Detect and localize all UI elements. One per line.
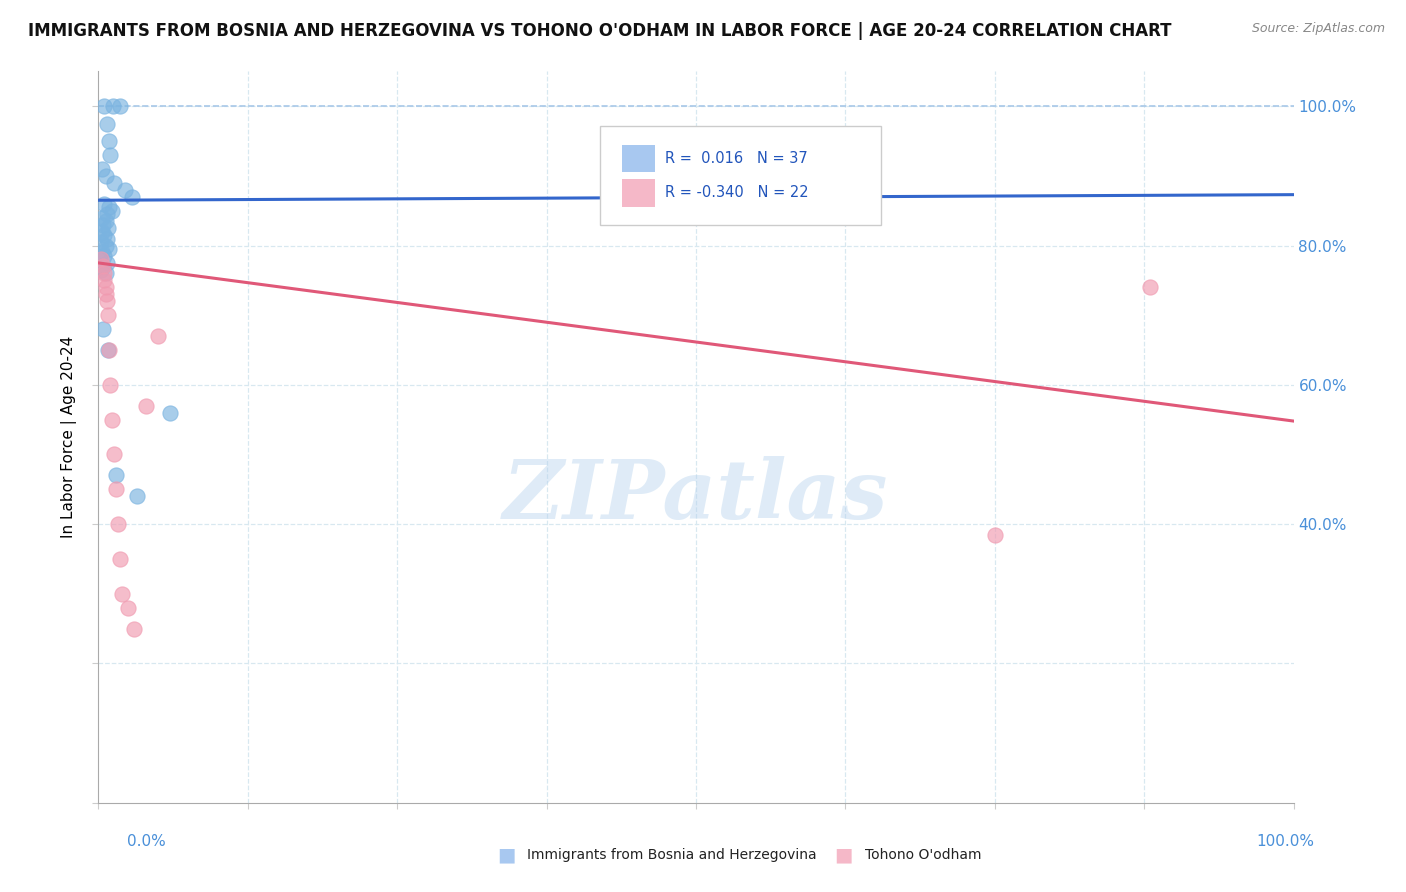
Point bbox=[93, 228, 115, 243]
Point bbox=[984, 527, 1007, 541]
Point bbox=[124, 622, 146, 636]
Point bbox=[1139, 280, 1161, 294]
Point bbox=[96, 117, 118, 131]
Text: R =  0.016   N = 37: R = 0.016 N = 37 bbox=[665, 151, 807, 166]
Point bbox=[97, 221, 120, 235]
Point bbox=[91, 225, 114, 239]
Point bbox=[107, 517, 129, 532]
Text: R = -0.340   N = 22: R = -0.340 N = 22 bbox=[665, 186, 808, 201]
Point bbox=[93, 273, 115, 287]
Point bbox=[98, 377, 122, 392]
FancyBboxPatch shape bbox=[621, 179, 655, 207]
Point bbox=[159, 406, 181, 420]
Point bbox=[91, 260, 114, 274]
Point bbox=[125, 489, 148, 503]
Point bbox=[148, 329, 170, 343]
Point bbox=[91, 245, 114, 260]
Point bbox=[94, 280, 117, 294]
Point bbox=[100, 203, 122, 218]
Y-axis label: In Labor Force | Age 20-24: In Labor Force | Age 20-24 bbox=[60, 336, 77, 538]
Point bbox=[90, 235, 112, 249]
Point bbox=[91, 161, 114, 176]
Point bbox=[94, 266, 117, 280]
Point bbox=[108, 552, 131, 566]
Point bbox=[93, 266, 115, 280]
Point bbox=[98, 242, 121, 256]
Point bbox=[91, 211, 114, 225]
Point bbox=[91, 218, 114, 232]
Point bbox=[121, 190, 143, 204]
Point bbox=[96, 231, 118, 245]
Text: Immigrants from Bosnia and Herzegovina: Immigrants from Bosnia and Herzegovina bbox=[527, 847, 817, 862]
Point bbox=[98, 343, 121, 357]
Point bbox=[96, 294, 118, 309]
Point bbox=[117, 600, 139, 615]
Point bbox=[98, 148, 122, 162]
Point bbox=[91, 322, 114, 336]
Point bbox=[98, 200, 121, 214]
Point bbox=[90, 252, 112, 267]
Point bbox=[97, 308, 120, 322]
Point bbox=[105, 483, 128, 497]
FancyBboxPatch shape bbox=[600, 126, 882, 225]
Point bbox=[103, 448, 125, 462]
Point bbox=[94, 287, 117, 301]
Point bbox=[108, 99, 131, 113]
Point bbox=[93, 99, 115, 113]
Text: IMMIGRANTS FROM BOSNIA AND HERZEGOVINA VS TOHONO O'ODHAM IN LABOR FORCE | AGE 20: IMMIGRANTS FROM BOSNIA AND HERZEGOVINA V… bbox=[28, 22, 1171, 40]
FancyBboxPatch shape bbox=[621, 145, 655, 172]
Text: ■: ■ bbox=[496, 845, 516, 864]
Point bbox=[89, 252, 111, 267]
Point bbox=[97, 343, 120, 357]
Point bbox=[90, 263, 112, 277]
Text: ■: ■ bbox=[834, 845, 853, 864]
Point bbox=[96, 207, 118, 221]
Point bbox=[91, 260, 114, 274]
Point bbox=[93, 196, 115, 211]
Point bbox=[93, 249, 115, 263]
Point bbox=[94, 169, 117, 183]
Point bbox=[103, 176, 125, 190]
Point bbox=[101, 99, 124, 113]
Point bbox=[96, 256, 118, 270]
Point bbox=[105, 468, 128, 483]
Text: ZIPatlas: ZIPatlas bbox=[503, 456, 889, 535]
Text: 0.0%: 0.0% bbox=[127, 834, 166, 849]
Text: Tohono O'odham: Tohono O'odham bbox=[865, 847, 981, 862]
Point bbox=[100, 412, 122, 426]
Point bbox=[94, 238, 117, 252]
Text: 100.0%: 100.0% bbox=[1257, 834, 1315, 849]
Point bbox=[98, 134, 121, 148]
Point bbox=[114, 183, 136, 197]
Text: Source: ZipAtlas.com: Source: ZipAtlas.com bbox=[1251, 22, 1385, 36]
Point bbox=[135, 399, 157, 413]
Point bbox=[111, 587, 134, 601]
Point bbox=[94, 214, 117, 228]
